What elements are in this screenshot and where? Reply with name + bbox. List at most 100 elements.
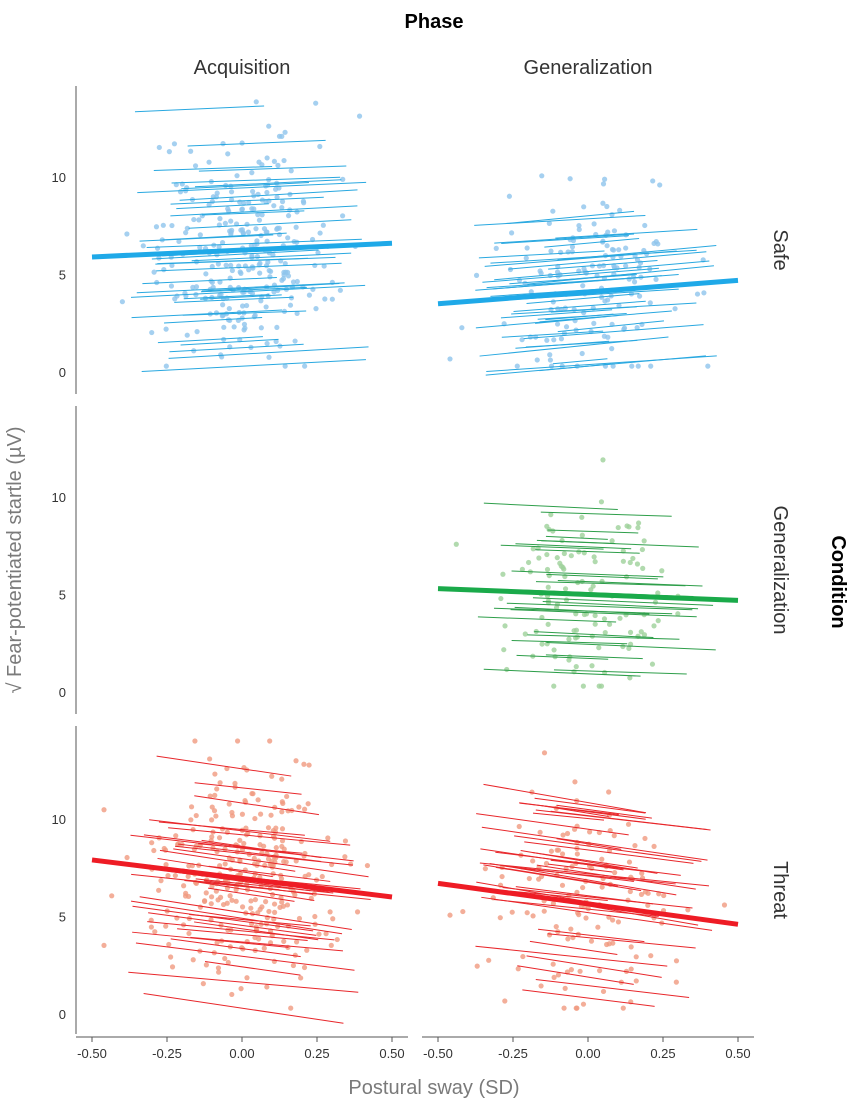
- data-point: [256, 217, 263, 223]
- data-point: [294, 278, 300, 285]
- data-point: [672, 306, 678, 312]
- data-point: [536, 555, 542, 561]
- data-point: [544, 566, 551, 573]
- subject-regression-line: [548, 863, 613, 873]
- data-point: [610, 363, 616, 369]
- subject-regression-line: [146, 238, 362, 248]
- subject-regression-line: [481, 896, 713, 931]
- subject-regression-line: [514, 835, 702, 862]
- data-point: [571, 826, 578, 832]
- data-point: [165, 873, 171, 879]
- data-point: [694, 291, 701, 297]
- data-point: [600, 238, 606, 244]
- data-point: [647, 300, 653, 306]
- subject-regression-line: [515, 543, 632, 550]
- data-point: [574, 363, 580, 369]
- data-point: [648, 363, 654, 369]
- data-point: [551, 647, 557, 653]
- y-tick-label: 0: [59, 685, 66, 700]
- subject-regression-line: [169, 343, 304, 353]
- data-point: [606, 621, 613, 627]
- group-fit-line: [91, 240, 393, 260]
- data-point: [590, 583, 596, 589]
- data-point: [651, 623, 657, 629]
- data-point: [509, 230, 515, 236]
- subject-regression-line: [534, 797, 646, 814]
- data-point: [334, 936, 340, 943]
- data-point: [264, 984, 270, 990]
- data-point: [550, 961, 556, 967]
- data-point: [173, 833, 179, 839]
- y-tick-label: 0: [59, 1007, 66, 1022]
- data-point: [550, 208, 556, 214]
- data-point: [271, 901, 278, 907]
- subject-regression-line: [508, 251, 707, 270]
- data-point: [342, 854, 348, 860]
- data-point: [544, 337, 550, 343]
- data-point: [580, 683, 586, 689]
- data-point: [559, 851, 566, 857]
- subject-regression-line: [548, 260, 658, 270]
- data-point: [561, 1005, 567, 1011]
- data-point: [550, 900, 556, 907]
- subject-regression-line: [204, 961, 301, 976]
- data-point: [281, 157, 287, 164]
- data-point: [320, 222, 326, 228]
- data-point: [522, 631, 528, 637]
- subject-regression-line: [486, 355, 717, 372]
- subject-regression-line: [502, 887, 693, 909]
- data-point: [551, 974, 557, 980]
- data-point: [244, 975, 250, 981]
- data-point: [325, 835, 331, 841]
- subject-regression-line: [525, 339, 638, 348]
- subject-regression-line: [191, 252, 352, 262]
- data-point: [610, 940, 616, 946]
- data-point: [611, 228, 618, 234]
- data-point: [583, 915, 589, 921]
- subject-regression-line: [501, 235, 629, 244]
- data-point: [280, 903, 286, 909]
- data-point: [202, 295, 209, 301]
- data-point: [588, 938, 595, 944]
- data-point: [615, 524, 621, 531]
- data-point: [296, 915, 303, 922]
- subject-regression-line: [544, 237, 640, 248]
- data-point: [212, 771, 218, 777]
- data-point: [502, 998, 508, 1004]
- data-point: [639, 875, 646, 881]
- data-point: [229, 991, 235, 998]
- data-point: [292, 338, 298, 344]
- subject-regression-line: [505, 210, 635, 225]
- data-point: [561, 566, 567, 572]
- subject-regression-line: [187, 139, 326, 147]
- data-point: [279, 899, 285, 905]
- data-point: [290, 279, 297, 285]
- data-point: [298, 838, 304, 845]
- data-point: [226, 801, 232, 807]
- data-point: [504, 666, 510, 673]
- subject-regression-line: [532, 812, 605, 821]
- data-point: [211, 808, 218, 814]
- subject-regression-line: [513, 300, 646, 313]
- x-tick-label: 0.25: [650, 1046, 675, 1061]
- data-point: [591, 221, 597, 227]
- data-point: [530, 858, 536, 864]
- data-point: [301, 964, 308, 971]
- data-point: [239, 945, 245, 951]
- data-point: [523, 255, 529, 261]
- subject-regression-line: [483, 864, 618, 887]
- subject-regression-line: [181, 182, 309, 190]
- data-point: [192, 738, 198, 744]
- data-point: [217, 279, 223, 285]
- data-point: [240, 289, 246, 295]
- data-point: [604, 203, 610, 210]
- data-point: [627, 888, 633, 895]
- row-strip-label: Safe: [769, 229, 791, 270]
- data-point: [238, 270, 244, 276]
- data-point: [626, 276, 632, 282]
- data-point: [216, 969, 222, 975]
- condition-title: Condition: [827, 535, 849, 628]
- data-point: [502, 623, 508, 629]
- subject-regression-line: [164, 317, 263, 324]
- data-point: [254, 238, 260, 244]
